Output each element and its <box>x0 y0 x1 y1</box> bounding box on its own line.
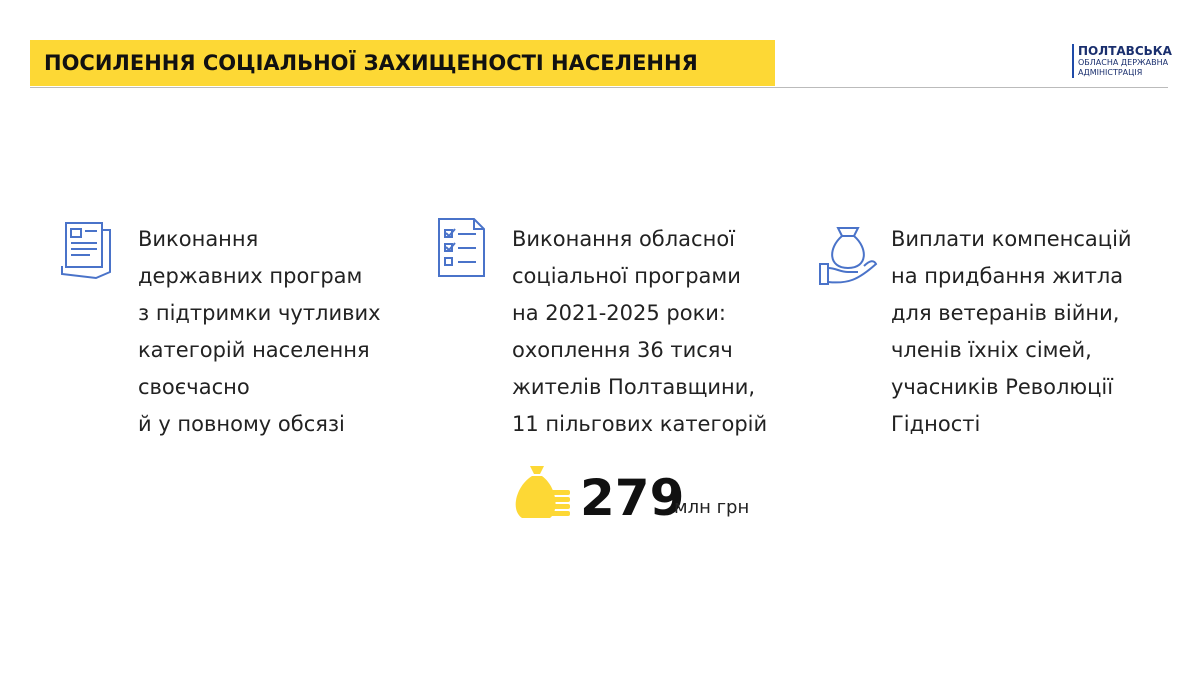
text-line: державних програм <box>138 264 363 288</box>
text-line: Виплати компенсацій <box>891 227 1132 251</box>
text-line: з підтримки чутливих <box>138 301 381 325</box>
text-line: 11 пільгових категорій <box>512 412 768 436</box>
text-line: Гідності <box>891 412 981 436</box>
text-line: Виконання обласної <box>512 227 736 251</box>
amount-value: 279 <box>580 469 685 527</box>
text-line: категорій населення <box>138 338 370 362</box>
logo-line: АДМІНІСТРАЦІЯ <box>1078 68 1143 77</box>
checklist-icon <box>438 218 485 277</box>
text-block: Виплати компенсацій на придбання житла для… <box>891 221 1132 443</box>
logo-line: ОБЛАСНА ДЕРЖАВНА <box>1078 58 1169 67</box>
money-bag-icon <box>515 466 570 518</box>
text-line: для ветеранів війни, <box>891 301 1120 325</box>
text-block: Виконання державних програм з підтримки чу… <box>138 221 381 443</box>
text-line: охоплення 36 тисяч <box>512 338 733 362</box>
text-line: на придбання житла <box>891 264 1124 288</box>
text-line: соціальної програми <box>512 264 741 288</box>
hand-money-icon <box>819 227 878 285</box>
text-block: Виконання обласної соціальної програми на … <box>512 221 767 443</box>
text-line: своєчасно <box>138 375 250 399</box>
documents-icon <box>61 222 111 280</box>
amount-unit: млн грн <box>674 497 750 518</box>
text-line: й у повному обсязі <box>138 412 345 436</box>
text-line: членів їхніх сімей, <box>891 338 1092 362</box>
logo: ПОЛТАВСЬКА ОБЛАСНА ДЕРЖАВНА АДМІНІСТРАЦІ… <box>1072 44 1172 78</box>
text-line: на 2021-2025 роки: <box>512 301 726 325</box>
text-line: Виконання <box>138 227 259 251</box>
divider <box>30 87 1168 88</box>
title: ПОСИЛЕННЯ СОЦІАЛЬНОЇ ЗАХИЩЕНОСТІ НАСЕЛЕН… <box>30 40 775 86</box>
text-line: жителів Полтавщини, <box>512 375 756 399</box>
logo-line: ПОЛТАВСЬКА <box>1078 44 1172 58</box>
text-line: учасників Революції <box>891 375 1114 399</box>
